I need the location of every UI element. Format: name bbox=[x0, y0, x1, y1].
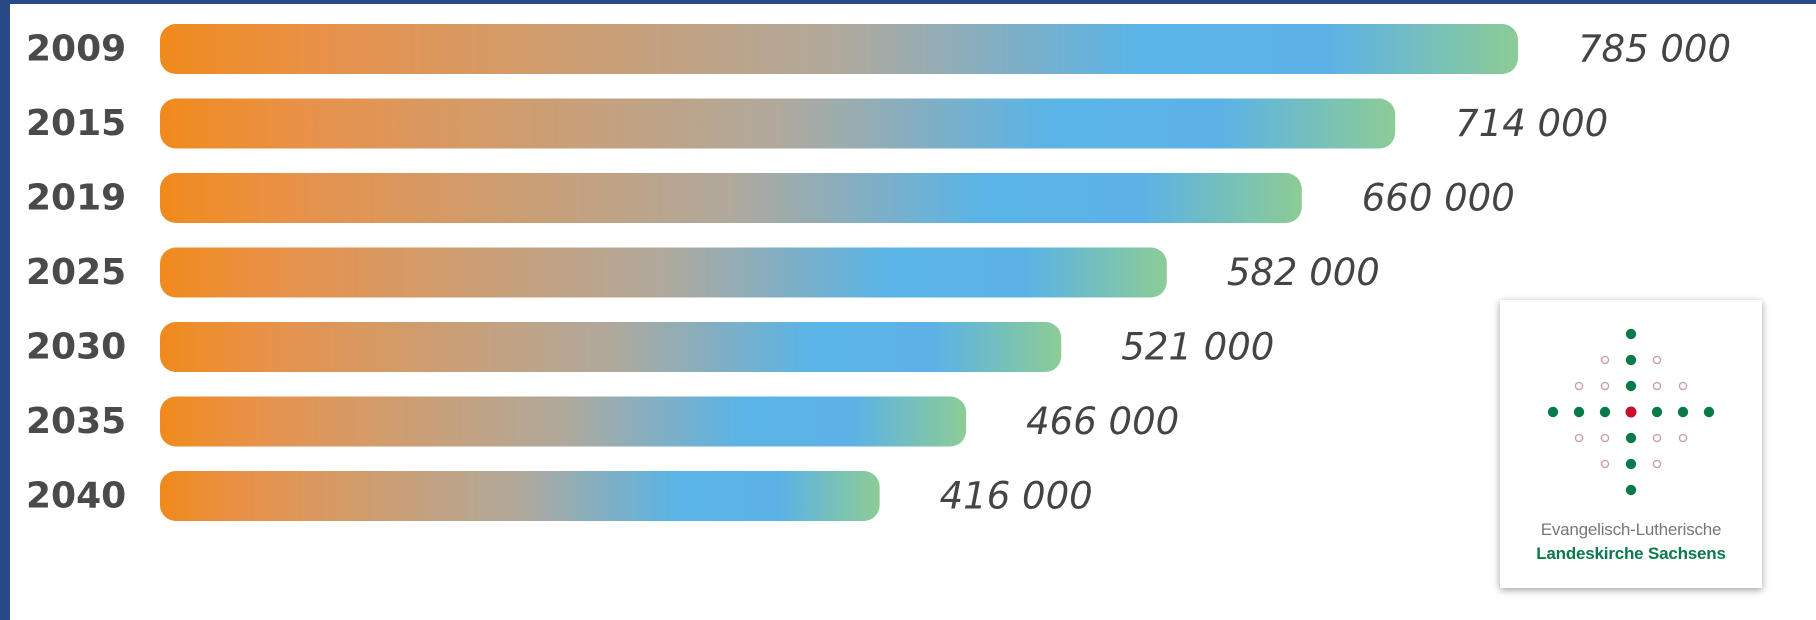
value-label: 660 000 bbox=[1362, 177, 1515, 220]
year-label: 2015 bbox=[26, 103, 126, 144]
bars-layer bbox=[160, 24, 1518, 521]
church-logo: Evangelisch-Lutherische Landeskirche Sac… bbox=[1500, 300, 1762, 588]
cross-of-dots-icon bbox=[1547, 328, 1715, 496]
labels-layer: 2009 785 000 2015 714 000 2019 660 000 2025 582… bbox=[26, 28, 1731, 518]
bar-chart: 2009 785 000 2015 714 000 2019 660 000 2025 582… bbox=[26, 24, 1731, 521]
bar-2025 bbox=[160, 247, 1167, 298]
value-label: 714 000 bbox=[1455, 102, 1608, 145]
chart-frame: 2009 785 000 2015 714 000 2019 660 000 2025 582… bbox=[10, 4, 1816, 620]
value-label: 466 000 bbox=[1026, 400, 1179, 443]
bar-2040 bbox=[160, 471, 880, 521]
logo-line-2: Landeskirche Sachsens bbox=[1536, 544, 1726, 563]
bar-2030 bbox=[160, 322, 1062, 372]
year-label: 2025 bbox=[26, 252, 126, 293]
value-label: 785 000 bbox=[1578, 28, 1731, 71]
bar-2019 bbox=[160, 173, 1302, 223]
year-label: 2019 bbox=[26, 178, 126, 219]
value-label: 521 000 bbox=[1121, 326, 1274, 369]
bar-2035 bbox=[160, 396, 967, 447]
year-label: 2030 bbox=[26, 327, 126, 368]
year-label: 2009 bbox=[26, 29, 126, 70]
year-label: 2040 bbox=[26, 476, 126, 517]
bar-2009 bbox=[160, 24, 1518, 74]
logo-line-1: Evangelisch-Lutherische bbox=[1540, 520, 1722, 539]
year-label: 2035 bbox=[26, 401, 126, 442]
value-label: 416 000 bbox=[940, 475, 1093, 518]
value-label: 582 000 bbox=[1227, 251, 1380, 294]
bar-2015 bbox=[160, 98, 1396, 149]
